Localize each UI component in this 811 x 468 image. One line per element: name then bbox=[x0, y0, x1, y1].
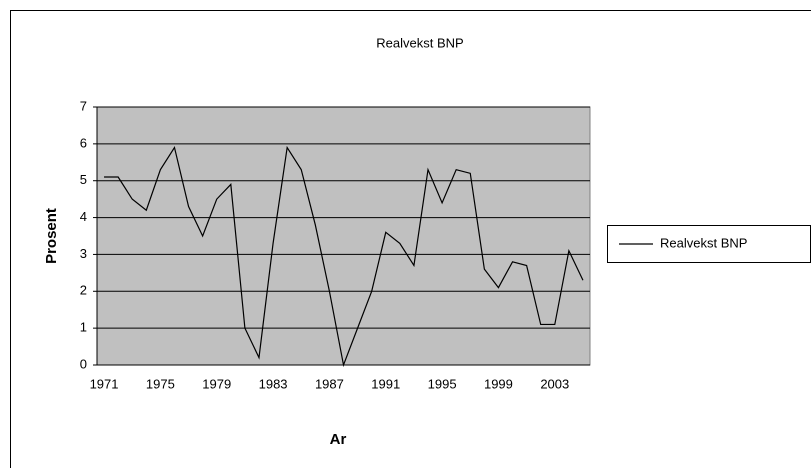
x-axis-title: Ar bbox=[330, 431, 347, 448]
x-tick-label: 1991 bbox=[371, 376, 400, 391]
data-line bbox=[104, 145, 584, 368]
x-tick-label: 1971 bbox=[90, 376, 119, 391]
y-tick-label: 7 bbox=[80, 98, 87, 113]
y-tick-label: 6 bbox=[80, 135, 87, 150]
x-tick-label: 1987 bbox=[315, 376, 344, 391]
y-tick-label: 2 bbox=[80, 283, 87, 298]
x-tick-label: 1975 bbox=[146, 376, 175, 391]
x-tick-label: 2003 bbox=[540, 376, 569, 391]
y-tick-label: 4 bbox=[80, 209, 87, 224]
y-tick-label: 5 bbox=[80, 172, 87, 187]
plot-area bbox=[96, 106, 591, 366]
legend-label: Realvekst BNP bbox=[660, 235, 747, 250]
chart-title: Realvekst BNP bbox=[376, 35, 463, 50]
y-tick-label: 0 bbox=[80, 356, 87, 371]
y-tick-label: 3 bbox=[80, 246, 87, 261]
x-tick-label: 1999 bbox=[484, 376, 513, 391]
x-tick-label: 1983 bbox=[259, 376, 288, 391]
x-tick-label: 1979 bbox=[202, 376, 231, 391]
x-tick-label: 1995 bbox=[428, 376, 457, 391]
y-axis-title: Prosent bbox=[43, 208, 60, 264]
y-tick-label: 1 bbox=[80, 320, 87, 335]
